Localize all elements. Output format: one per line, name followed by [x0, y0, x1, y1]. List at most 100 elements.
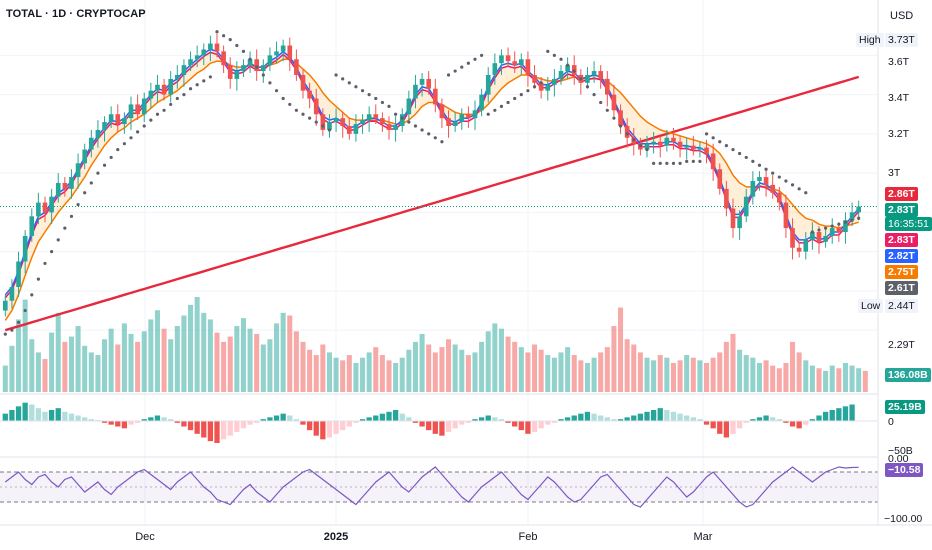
sar-dot	[10, 328, 14, 332]
sar-price-label: 2.61T	[885, 281, 918, 295]
macd-bar	[254, 421, 260, 423]
sar-dot	[612, 116, 616, 120]
macd-bar	[776, 419, 782, 421]
macd-bar	[313, 421, 319, 436]
macd-bar	[664, 410, 670, 421]
candle-body	[69, 177, 74, 189]
volume-bar	[247, 328, 253, 392]
candle-body	[776, 192, 782, 203]
sar-dot	[202, 79, 206, 83]
volume-bar	[558, 352, 564, 392]
volume-bar	[148, 319, 154, 392]
ema-fast2-line	[4, 51, 860, 299]
candle-body	[565, 65, 570, 72]
sar-dot	[23, 308, 27, 313]
sar-dot	[222, 34, 226, 38]
sar-dot	[182, 93, 186, 97]
price-tick: 3.2T	[888, 128, 910, 140]
volume-bar	[492, 323, 498, 392]
macd-bar	[234, 421, 240, 432]
candle-body	[505, 55, 511, 62]
candle-body	[75, 163, 81, 178]
macd-bar	[220, 421, 227, 440]
volume-bar	[809, 365, 815, 392]
volume-bar	[803, 360, 809, 392]
sar-dot	[506, 100, 510, 105]
sar-dot	[63, 226, 67, 230]
candle-body	[816, 232, 822, 242]
macd-bar	[326, 421, 333, 438]
macd-bar	[128, 421, 134, 425]
volume-bar	[611, 326, 617, 392]
macd-bar	[181, 421, 187, 427]
volume-bar	[174, 326, 180, 392]
volume-bar	[201, 312, 207, 392]
macd-bar	[703, 421, 710, 425]
macd-bar	[657, 408, 663, 421]
volume-bar	[505, 336, 511, 392]
sar-dot	[685, 159, 689, 163]
ema-mid-price-label: 2.75T	[885, 265, 918, 279]
macd-bar	[101, 421, 108, 423]
countdown-label: 16:35:51	[885, 217, 932, 231]
macd-bar	[399, 413, 405, 421]
macd-bar	[373, 415, 379, 421]
volume-bar	[538, 349, 544, 392]
ema-band	[5, 49, 859, 321]
macd-bar	[320, 421, 326, 440]
macd-bar	[62, 411, 68, 421]
volume-bar	[670, 362, 676, 392]
macd-bar	[194, 421, 200, 434]
volume-bar	[512, 341, 518, 392]
volume-bar	[624, 339, 630, 392]
candle-body	[598, 71, 604, 79]
sar-dot	[466, 61, 470, 65]
candle-body	[214, 43, 220, 52]
volume-bar	[439, 347, 445, 392]
macd-bar	[650, 410, 657, 421]
candle-body	[585, 74, 590, 83]
candle-body	[36, 202, 41, 217]
macd-bar	[353, 421, 359, 423]
sar-dot	[757, 163, 762, 167]
sar-dot	[314, 120, 318, 124]
sar-dot	[294, 108, 298, 112]
volume-bar	[598, 352, 604, 392]
volume-bar	[267, 339, 273, 392]
candle-body	[750, 180, 756, 197]
volume-bar	[823, 370, 829, 392]
volume-bar	[95, 355, 101, 392]
candle-body	[161, 84, 167, 95]
candle-body	[320, 114, 326, 130]
currency-label[interactable]: USD	[890, 10, 914, 22]
sar-dot	[711, 136, 715, 140]
candle-body	[710, 153, 716, 170]
volume-bar	[545, 355, 551, 392]
sar-dot	[784, 179, 788, 183]
volume-bar	[82, 345, 88, 392]
sar-dot	[585, 85, 590, 89]
candle-body	[287, 45, 293, 60]
candle-body	[307, 90, 312, 99]
volume-bar	[770, 365, 776, 392]
volume-bar	[690, 357, 696, 392]
volume-bar	[75, 326, 81, 392]
volume-bar	[49, 332, 55, 392]
volume-bar	[393, 362, 399, 392]
sar-dot	[162, 108, 166, 112]
candle-body	[174, 74, 180, 79]
macd-bar	[293, 419, 300, 421]
volume-bar	[29, 339, 35, 392]
oscillator-pane	[0, 466, 878, 508]
sar-dot	[440, 140, 444, 144]
macd-bar	[168, 419, 174, 421]
volume-bar	[313, 355, 319, 392]
sar-dot	[499, 104, 504, 108]
sar-dot	[109, 155, 113, 160]
volume-bar	[221, 341, 227, 392]
candle-body	[241, 65, 246, 72]
sar-dot	[122, 142, 126, 146]
candle-body	[704, 147, 709, 154]
macd-bar	[598, 415, 604, 421]
